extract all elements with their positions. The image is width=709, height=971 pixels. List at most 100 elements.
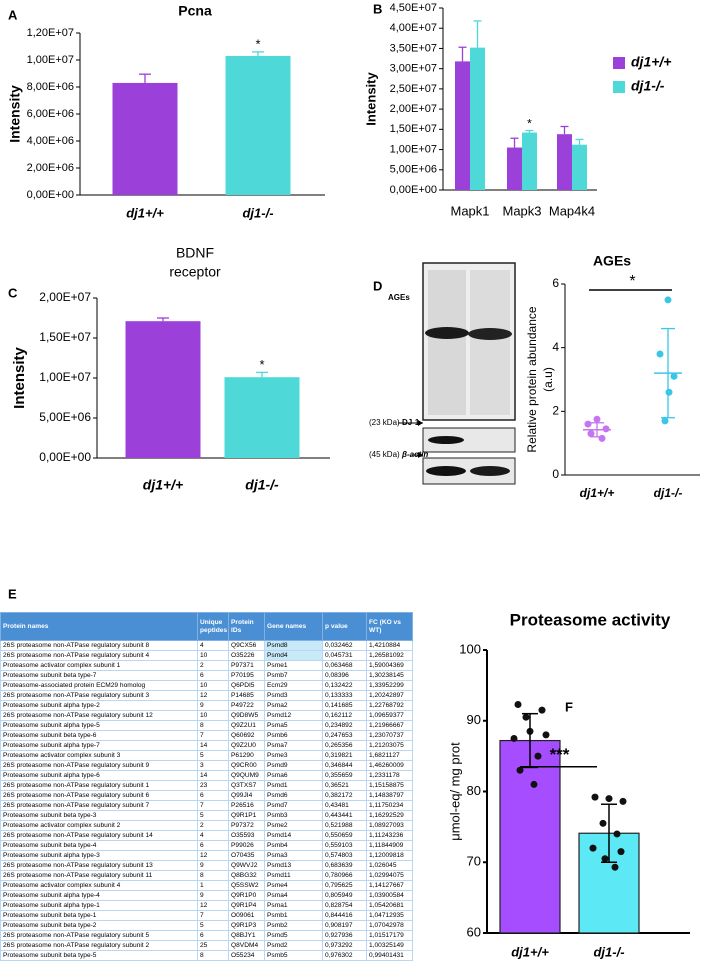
table-cell: Psmb5 [264, 950, 323, 961]
arrow-head [418, 452, 423, 458]
y-axis-label: (a.u) [541, 367, 555, 392]
data-point [530, 780, 538, 788]
table-cell: 1,08927093 [366, 820, 413, 831]
table-cell: 1,16292529 [366, 810, 413, 821]
table-cell: 26S proteasome non-ATPase regulatory sub… [0, 640, 198, 651]
table-row: Proteasome subunit beta type-1 7 O09061 Psm… [0, 910, 413, 921]
table-cell: 12 [197, 900, 229, 911]
table-cell: 0,43481 [322, 800, 367, 811]
table-cell: 12 [197, 850, 229, 861]
y-tick-label: 6 [552, 276, 559, 290]
table-cell: 5 [197, 810, 229, 821]
table-cell: 6 [197, 840, 229, 851]
table-cell: Psma3 [264, 850, 323, 861]
table-cell: O09061 [228, 910, 265, 921]
table-cell: 8 [197, 870, 229, 881]
data-point [605, 795, 613, 803]
table-cell: 26S proteasome non-ATPase regulatory sub… [0, 650, 198, 661]
table-cell: 0,08396 [322, 670, 367, 681]
band-name: DJ-1 [402, 418, 420, 427]
band-size: (45 kDa) [369, 450, 400, 459]
table-cell: 12 [197, 690, 229, 701]
table-cell: Psmd11 [264, 870, 323, 881]
table-cell: 4 [197, 640, 229, 651]
table-cell: Q9R1P0 [228, 890, 265, 901]
table-cell: 1,11844909 [366, 840, 413, 851]
table-cell: 0,36521 [322, 780, 367, 791]
data-point [613, 830, 621, 838]
significance: * [629, 273, 635, 290]
x-tick-label: dj1-/- [242, 205, 273, 220]
y-tick-label: 5,00E+06 [390, 164, 437, 176]
data-point [617, 848, 625, 856]
table-cell: Q9CX56 [228, 640, 265, 651]
table-cell: 1,14127667 [366, 880, 413, 891]
y-tick-label: 4,50E+07 [390, 2, 437, 14]
table-row: Proteasome subunit beta type-3 5 Q9R1P1 Psm… [0, 810, 413, 821]
table-cell: 26S proteasome non-ATPase regulatory sub… [0, 930, 198, 941]
panel-label: B [373, 1, 382, 16]
table-cell: 1,46260009 [366, 760, 413, 771]
table-cell: 1,14838797 [366, 790, 413, 801]
table-row: Proteasome subunit alpha type-4 9 Q9R1P0 Ps… [0, 890, 413, 901]
table-cell: 0,141685 [322, 700, 367, 711]
table-row: 26S proteasome non-ATPase regulatory sub… [0, 800, 413, 811]
panel-label: F [565, 699, 573, 714]
table-cell: 26S proteasome non-ATPase regulatory sub… [0, 940, 198, 951]
table-cell: 0,844416 [322, 910, 367, 921]
blot-band [428, 436, 464, 444]
legend-label: dj1-/- [631, 78, 665, 94]
table-cell: 0,828754 [322, 900, 367, 911]
y-axis-label: Intensity [7, 85, 23, 143]
table-cell: Q9Z2U1 [228, 720, 265, 731]
y-axis-label: Relative protein abundance [525, 306, 539, 452]
table-cell: 0,063468 [322, 660, 367, 671]
table-cell: 0,355659 [322, 770, 367, 781]
table-cell: O35593 [228, 830, 265, 841]
table-cell: Q60692 [228, 730, 265, 741]
bar [224, 377, 300, 458]
data-point [602, 425, 610, 433]
protein-table: Protein names Unique peptides Protein IDs G… [0, 612, 413, 961]
table-cell: 10 [197, 710, 229, 721]
table-cell: Q8BG32 [228, 870, 265, 881]
table-cell: 0,683639 [322, 860, 367, 871]
table-cell: P97371 [228, 660, 265, 671]
table-cell: 1 [197, 880, 229, 891]
table-cell: Psmd6 [264, 790, 323, 801]
table-cell: Psma4 [264, 890, 323, 901]
data-point [510, 734, 518, 742]
data-point [542, 731, 550, 739]
table-cell: 6 [197, 670, 229, 681]
table-cell: Q99JI4 [228, 790, 265, 801]
table-cell: Q9CR00 [228, 760, 265, 771]
chart-title: Pcna [178, 3, 212, 19]
table-cell: 1,04712935 [366, 910, 413, 921]
x-tick-label: dj1+/+ [143, 477, 183, 493]
table-cell: Proteasome activator complex subunit 4 [0, 880, 198, 891]
table-row: Proteasome-associated protein ECM29 homo… [0, 680, 413, 691]
chart-title: receptor [169, 264, 221, 280]
table-row: Proteasome subunit alpha type-5 8 Q9Z2U1 Ps… [0, 720, 413, 731]
table-row: 26S proteasome non-ATPase regulatory sub… [0, 870, 413, 881]
table-cell: Proteasome subunit alpha type-6 [0, 770, 198, 781]
bar [507, 147, 522, 190]
bar [125, 321, 201, 458]
bar [499, 739, 561, 934]
y-axis-label: Intensity [363, 72, 378, 126]
column-header: Protein names [0, 612, 198, 641]
y-tick-label: 2 [552, 404, 559, 418]
table-cell: 0,346844 [322, 760, 367, 771]
table-row: Proteasome subunit beta type-4 6 P99026 Psm… [0, 840, 413, 851]
y-tick-label: 1,50E+07 [39, 330, 91, 344]
panel-label: C [8, 285, 18, 300]
chart-title: BDNF [176, 245, 214, 261]
table-cell: 1,09659377 [366, 710, 413, 721]
legend-swatch [613, 81, 625, 93]
table-row: 26S proteasome non-ATPase regulatory sub… [0, 690, 413, 701]
table-cell: 0,234892 [322, 720, 367, 731]
table-cell: 1,33952299 [366, 680, 413, 691]
x-tick-label: dj1-/- [245, 477, 279, 493]
blot-band [426, 466, 466, 476]
table-cell: Proteasome activator complex subunit 2 [0, 820, 198, 831]
